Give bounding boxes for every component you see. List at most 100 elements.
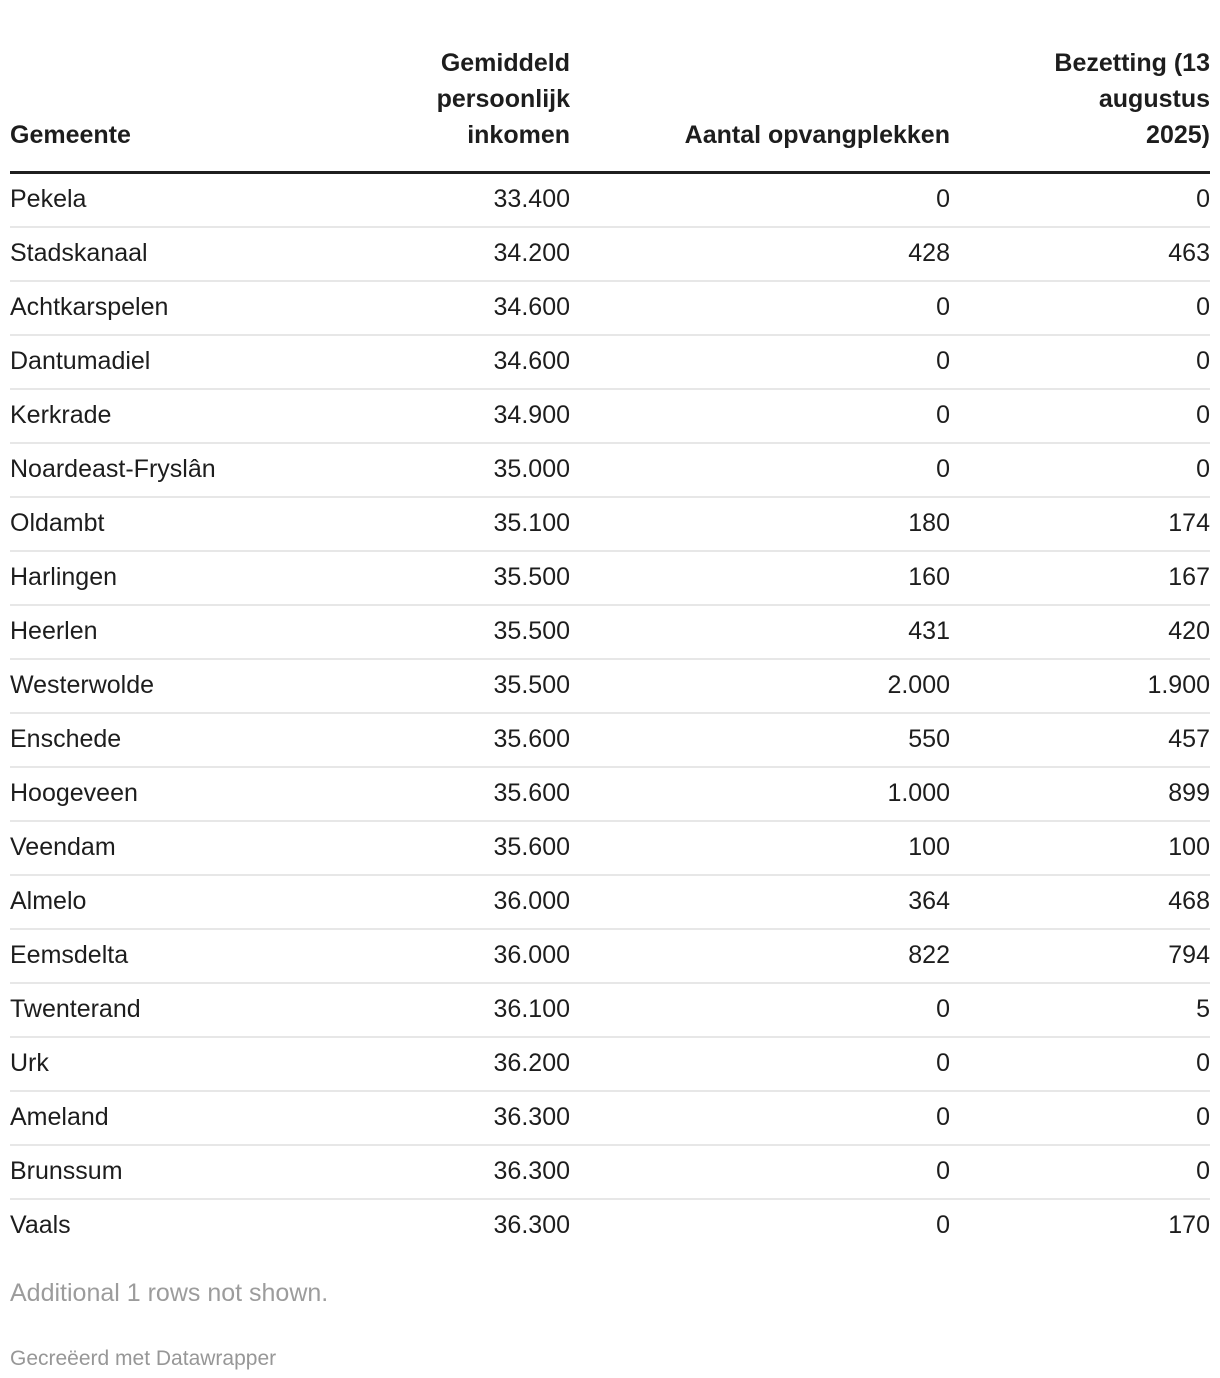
cell-opvangplekken: 2.000 (570, 658, 950, 714)
cell-bezetting: 100 (950, 820, 1210, 876)
cell-gemeente: Oldambt (10, 496, 340, 552)
cell-inkomen: 36.100 (340, 982, 570, 1038)
cell-gemeente: Dantumadiel (10, 334, 340, 390)
cell-gemeente: Brunssum (10, 1144, 340, 1200)
cell-gemeente: Enschede (10, 712, 340, 768)
cell-opvangplekken: 0 (570, 172, 950, 228)
cell-bezetting: 170 (1168, 1211, 1210, 1239)
cell-inkomen: 36.000 (340, 874, 570, 930)
cell-gemeente: Noardeast-Fryslân (10, 442, 340, 498)
cell-inkomen: 35.500 (340, 604, 570, 660)
table-row: Hoogeveen 35.600 1.000 899 (10, 766, 1210, 822)
cell-inkomen: 34.600 (340, 334, 570, 390)
cell-bezetting: 1.900 (950, 658, 1210, 714)
cell-gemeente: Heerlen (10, 604, 340, 660)
table-row: Stadskanaal 34.200 428 463 (10, 226, 1210, 282)
cell-gemeente: Ameland (10, 1090, 340, 1146)
cell-inkomen: 35.500 (340, 658, 570, 714)
cell-bezetting: 0 (950, 1144, 1210, 1200)
cell-inkomen: 36.300 (493, 1211, 570, 1239)
table-row: Enschede 35.600 550 457 (10, 712, 1210, 768)
column-header-bezetting: Bezetting (13 augustus 2025) (950, 0, 1210, 174)
cell-gemeente: Urk (10, 1036, 340, 1092)
cell-inkomen: 35.600 (340, 820, 570, 876)
table-row: Harlingen 35.500 160 167 (10, 550, 1210, 606)
cell-inkomen: 33.400 (340, 172, 570, 228)
table-row: Pekela 33.400 0 0 (10, 172, 1210, 228)
cell-opvangplekken: 0 (570, 442, 950, 498)
table-row: Noardeast-Fryslân 35.000 0 0 (10, 442, 1210, 498)
table-row: Almelo 36.000 364 468 (10, 874, 1210, 930)
cell-inkomen: 36.200 (340, 1036, 570, 1092)
cell-bezetting: 468 (950, 874, 1210, 930)
cell-gemeente: Westerwolde (10, 658, 340, 714)
cell-opvangplekken: 100 (570, 820, 950, 876)
cell-bezetting: 0 (950, 334, 1210, 390)
cell-bezetting: 0 (950, 442, 1210, 498)
cell-inkomen: 35.100 (340, 496, 570, 552)
cell-gemeente: Almelo (10, 874, 340, 930)
cell-inkomen: 36.000 (340, 928, 570, 984)
table-row: Brunssum 36.300 0 0 (10, 1144, 1210, 1200)
header-row: Gemeente Gemiddeld persoonlijk inkomen A… (10, 0, 1210, 174)
datawrapper-credit[interactable]: Gecreëerd met Datawrapper (10, 1346, 277, 1370)
cell-inkomen: 34.600 (340, 280, 570, 336)
cell-bezetting: 457 (950, 712, 1210, 768)
cell-inkomen: 36.300 (340, 1144, 570, 1200)
cell-opvangplekken: 428 (570, 226, 950, 282)
table-row: Ameland 36.300 0 0 (10, 1090, 1210, 1146)
column-header-opvangplekken: Aantal opvangplekken (570, 0, 950, 174)
table-row: Eemsdelta 36.000 822 794 (10, 928, 1210, 984)
table-row: Veendam 35.600 100 100 (10, 820, 1210, 876)
cell-bezetting: 0 (950, 1090, 1210, 1146)
table-row: Twenterand 36.100 0 5 (10, 982, 1210, 1038)
cell-opvangplekken: 0 (570, 1036, 950, 1092)
cell-inkomen: 35.600 (340, 766, 570, 822)
cell-opvangplekken: 180 (570, 496, 950, 552)
cell-opvangplekken: 431 (570, 604, 950, 660)
cell-opvangplekken: 0 (570, 982, 950, 1038)
cell-gemeente: Veendam (10, 820, 340, 876)
cell-inkomen: 34.900 (340, 388, 570, 444)
cell-opvangplekken: 0 (570, 280, 950, 336)
cell-inkomen: 34.200 (340, 226, 570, 282)
cell-bezetting: 0 (950, 388, 1210, 444)
cell-opvangplekken: 1.000 (570, 766, 950, 822)
rows-not-shown-note: Additional 1 rows not shown. (10, 1278, 329, 1307)
cell-bezetting: 0 (950, 172, 1210, 228)
table-row: Westerwolde 35.500 2.000 1.900 (10, 658, 1210, 714)
cell-gemeente: Stadskanaal (10, 226, 340, 282)
cell-inkomen: 35.500 (340, 550, 570, 606)
cell-opvangplekken: 0 (570, 388, 950, 444)
cell-bezetting: 0 (950, 1036, 1210, 1092)
cell-opvangplekken: 550 (570, 712, 950, 768)
cell-gemeente: Harlingen (10, 550, 340, 606)
table-row: Vaals 36.300 0 170 (10, 1199, 1210, 1252)
cell-inkomen: 36.300 (340, 1090, 570, 1146)
cell-bezetting: 0 (950, 280, 1210, 336)
table-row: Oldambt 35.100 180 174 (10, 496, 1210, 552)
cell-opvangplekken: 822 (570, 928, 950, 984)
cell-bezetting: 420 (950, 604, 1210, 660)
cell-bezetting: 794 (950, 928, 1210, 984)
cell-opvangplekken: 0 (936, 1211, 950, 1239)
cell-bezetting: 5 (950, 982, 1210, 1038)
cell-bezetting: 167 (950, 550, 1210, 606)
table-row: Achtkarspelen 34.600 0 0 (10, 280, 1210, 336)
cell-opvangplekken: 0 (570, 1090, 950, 1146)
cell-gemeente: Pekela (10, 172, 340, 228)
cell-gemeente: Hoogeveen (10, 766, 340, 822)
column-header-gemeente: Gemeente (10, 0, 340, 174)
cell-bezetting: 463 (950, 226, 1210, 282)
table-row: Dantumadiel 34.600 0 0 (10, 334, 1210, 390)
cell-inkomen: 35.000 (340, 442, 570, 498)
cell-gemeente: Eemsdelta (10, 928, 340, 984)
cell-opvangplekken: 364 (570, 874, 950, 930)
cell-gemeente: Achtkarspelen (10, 280, 340, 336)
table-row: Urk 36.200 0 0 (10, 1036, 1210, 1092)
cell-opvangplekken: 0 (570, 334, 950, 390)
table-row: Heerlen 35.500 431 420 (10, 604, 1210, 660)
cell-gemeente: Vaals (10, 1211, 71, 1239)
cell-opvangplekken: 160 (570, 550, 950, 606)
